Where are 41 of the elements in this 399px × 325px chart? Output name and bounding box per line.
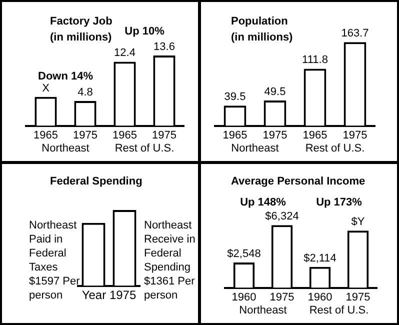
x-tick-label: 1975 xyxy=(152,129,176,142)
data-label: 49.5 xyxy=(264,86,286,98)
text: Up 10% xyxy=(124,26,165,38)
chart-title: Federal Spending xyxy=(50,176,142,188)
annotation: Northeast Paid in Federal Taxes $1597 Per person xyxy=(29,220,80,302)
x-tick-label: 1960 xyxy=(308,291,332,304)
x-tick-label: 1975 xyxy=(342,129,368,142)
text: Rest of U.S. xyxy=(305,142,365,154)
x-tick-label: 1975 xyxy=(262,129,288,142)
text: Rest of U.S. xyxy=(309,304,369,316)
text: Up 173% xyxy=(316,196,362,209)
x-tick-label: 1965 xyxy=(222,129,248,142)
data-label: 39.5 xyxy=(224,91,246,104)
data-label: $6,324 xyxy=(265,210,299,223)
chart-title: Population (in millions) xyxy=(231,16,294,44)
data-label: X xyxy=(42,82,50,94)
text: Northeast xyxy=(42,142,90,154)
data-label: 13.6 xyxy=(154,41,175,54)
x-axis-title: Year 1975 xyxy=(82,288,136,302)
data-label: $Y xyxy=(351,216,366,228)
x-tick-label: 1965 xyxy=(34,129,58,142)
data-label: $2,548 xyxy=(227,248,261,260)
data-label: 4.8 xyxy=(78,86,93,99)
data-label: $2,114 xyxy=(304,252,336,264)
chart-title: Average Personal Income xyxy=(231,176,366,188)
text: Northeast xyxy=(239,304,287,316)
annotation: Down 14% xyxy=(38,70,94,83)
text: Northeast xyxy=(231,142,279,154)
data-label: 111.8 xyxy=(302,54,328,66)
text: Up 148% xyxy=(240,196,286,209)
x-tick-label: 1965 xyxy=(302,129,328,142)
data-label: 12.4 xyxy=(114,47,136,60)
text: Rest of U.S. xyxy=(114,142,174,154)
x-tick-label: 1975 xyxy=(346,291,370,304)
x-tick-label: 1965 xyxy=(112,129,137,142)
x-tick-label: 1960 xyxy=(232,291,256,304)
text: Northeast Receive in Federal Spending $1361 Per person xyxy=(144,220,196,302)
x-tick-label: 1975 xyxy=(73,129,98,142)
chart-title: Factory Job (in millions) xyxy=(50,16,113,44)
data-label: 163.7 xyxy=(341,28,369,40)
x-tick-label: 1975 xyxy=(270,291,294,304)
